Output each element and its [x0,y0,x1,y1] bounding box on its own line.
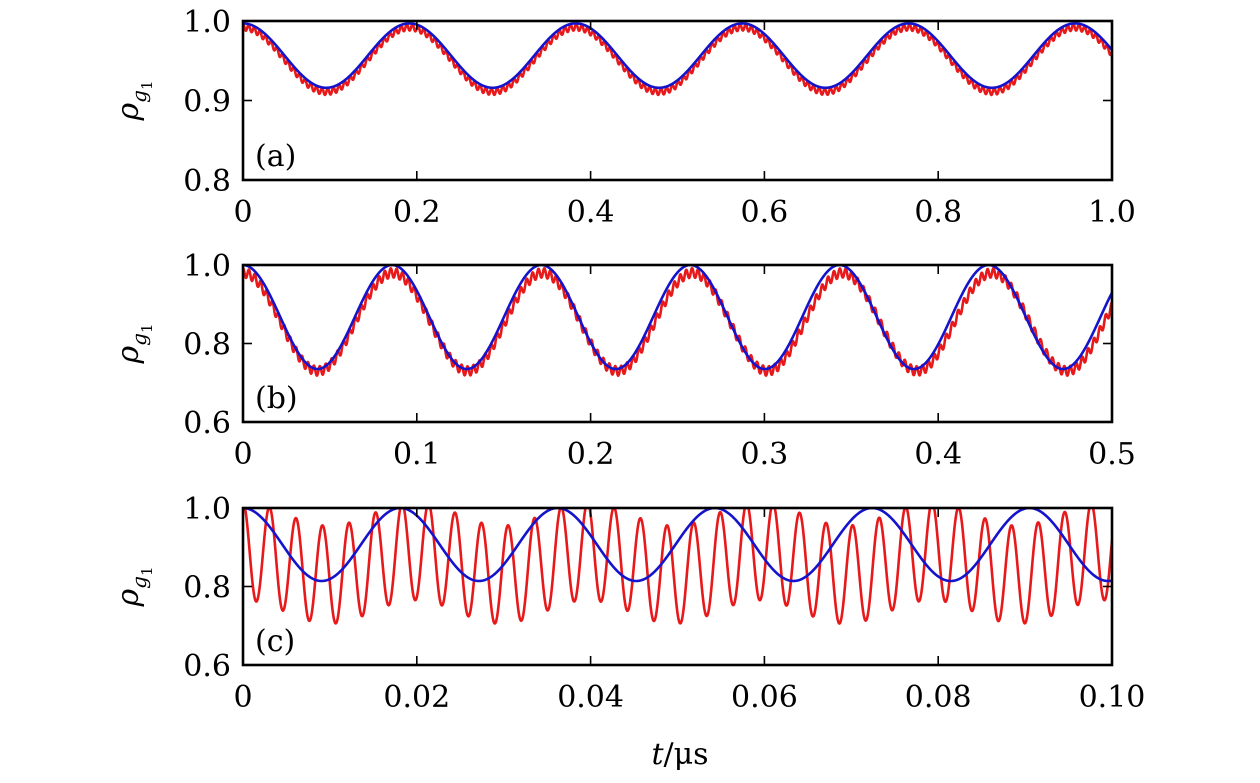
x-tick-label: 0.02 [383,680,450,715]
panel-label: (b) [255,381,298,416]
x-axis-title: t/μs [651,737,708,772]
y-axis-label-sub: g [127,90,151,103]
y-axis-label-sub: g [127,576,151,589]
y-axis-label-subindex: 1 [138,324,156,334]
plot-frame [241,263,1114,424]
y-tick-label: 0.8 [183,571,231,606]
x-tick-label: 0 [233,680,252,715]
x-tick-label: 0.8 [914,195,962,230]
y-axis-label: ρg1 [111,567,156,608]
plot-frame [241,19,1114,182]
x-axis-title-var: t [651,737,664,772]
y-axis-label-rho: ρ [111,346,146,365]
series-red-line [243,266,1112,377]
x-tick-label: 0 [233,437,252,472]
x-tick-label: 0.6 [741,195,789,230]
y-axis-label-rho: ρ [111,589,146,608]
x-tick-label: 0.10 [1079,680,1146,715]
series-blue-line [243,508,1112,583]
x-tick-label: 1.0 [1088,195,1136,230]
y-axis-label: ρg1 [111,81,156,122]
y-axis-label-subindex: 1 [138,567,156,577]
x-tick-label: 0.5 [1088,437,1136,472]
y-axis-label: ρg1 [111,324,156,365]
panel-2: 0 0.02 0.04 0.06 0.08 0.10 0.6 0.8 1.0 (c) ρg1 [111,492,1145,715]
x-tick-label: 0.2 [567,437,615,472]
y-axis-label-rho: ρ [111,103,146,122]
y-axis-label-subindex: 1 [138,81,156,91]
x-tick-label: 0.4 [914,437,962,472]
panel-0: 0 0.2 0.4 0.6 0.8 1.0 0.8 0.9 1.0 (a) ρg1 [111,5,1136,230]
panel-label: (c) [255,624,295,659]
x-tick-label: 0.08 [905,680,972,715]
x-tick-label: 0.3 [741,437,789,472]
y-tick-label: 0.8 [183,328,231,363]
x-tick-label: 0 [233,195,252,230]
series-red-line [243,508,1112,625]
x-tick-label: 0.06 [731,680,798,715]
y-tick-label: 1.0 [183,492,231,527]
y-tick-label: 0.6 [183,406,231,441]
panel-label: (a) [255,139,296,174]
y-tick-label: 0.8 [183,164,231,199]
panel-1: 0 0.1 0.2 0.3 0.4 0.5 0.6 0.8 1.0 (b) ρg1 [111,249,1136,472]
x-tick-label: 0.4 [567,195,615,230]
y-tick-label: 1.0 [183,5,231,40]
x-tick-label: 0.04 [557,680,624,715]
y-tick-label: 0.9 [183,85,231,120]
y-tick-label: 1.0 [183,249,231,284]
x-tick-label: 0.2 [393,195,441,230]
y-tick-label: 0.6 [183,649,231,684]
y-axis-label-sub: g [127,333,151,346]
series-blue-line [243,22,1112,90]
x-tick-label: 0.1 [393,437,441,472]
x-axis-title-unit: /μs [664,737,709,772]
